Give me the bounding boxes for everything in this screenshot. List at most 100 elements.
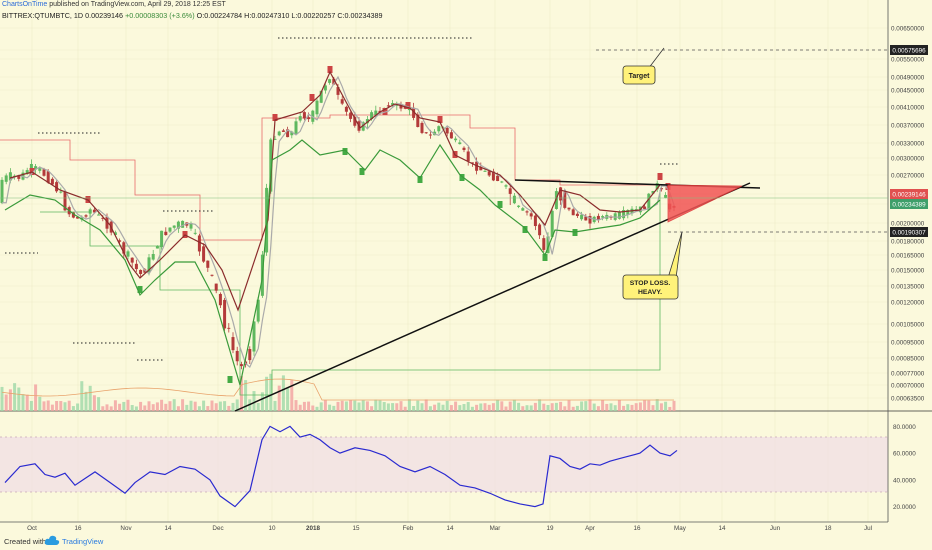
time-tick-label: 16 xyxy=(74,525,82,532)
symbol-label[interactable]: BITTREX:QTUMBTC, 1D xyxy=(2,11,84,20)
candle-body xyxy=(445,128,449,134)
volume-bar xyxy=(307,401,311,411)
candle-body xyxy=(97,214,101,216)
rsi-axis[interactable]: 80.0000 60.0000 40.0000 20.0000 xyxy=(893,424,916,511)
volume-bar xyxy=(63,402,67,411)
rsi-tick-label: 80.0000 xyxy=(893,424,916,431)
candle-body xyxy=(76,216,80,219)
volume-bar xyxy=(462,404,466,411)
candle-body xyxy=(151,253,155,260)
volume-bar xyxy=(638,402,642,411)
candle-body xyxy=(521,208,525,211)
candle-body xyxy=(88,209,92,214)
price-tick-label: 0.00180000 xyxy=(891,239,925,246)
volume-bar xyxy=(575,405,579,411)
volume-bar xyxy=(244,380,248,411)
candle-body xyxy=(416,114,420,128)
volume-bar xyxy=(319,402,323,411)
time-tick-label: Jun xyxy=(770,525,781,532)
volume-bar xyxy=(559,401,563,411)
volume-bar xyxy=(105,404,109,411)
volume-bar xyxy=(563,406,567,411)
volume-bar xyxy=(223,401,227,411)
volume-bar xyxy=(584,401,588,411)
price-tick-label: 0.00550000 xyxy=(891,57,925,64)
target-callout[interactable]: Target xyxy=(622,47,665,85)
price-tick-label: 0.00085000 xyxy=(891,356,925,363)
volume-bar xyxy=(269,373,273,411)
volume-bar xyxy=(428,406,432,411)
volume-bar xyxy=(126,399,130,411)
stop-loss-label-2: HEAVY. xyxy=(638,289,662,296)
price-tick-label: 0.00063500 xyxy=(891,396,925,403)
time-tick-label: Dec xyxy=(212,525,223,532)
candle-body xyxy=(470,162,474,164)
stop-loss-callout[interactable]: STOP LOSS. HEAVY. xyxy=(622,231,683,300)
volume-bar xyxy=(290,380,294,411)
volume-bar xyxy=(336,401,340,411)
lower-channel-line xyxy=(40,190,661,396)
candle-body xyxy=(449,132,453,139)
price-tick-label: 0.00105000 xyxy=(891,322,925,329)
volume-bar xyxy=(29,400,33,411)
candle-body xyxy=(533,215,537,227)
candle-body xyxy=(584,216,588,221)
author-link[interactable]: ChartsOnTime xyxy=(2,1,48,8)
candle-body xyxy=(319,90,323,103)
candle-body xyxy=(294,121,298,134)
volume-bar xyxy=(118,403,122,411)
candle-body xyxy=(550,210,554,237)
swing-high-line xyxy=(9,70,661,312)
volume-bar xyxy=(46,400,50,411)
price-tick-label: 0.00120000 xyxy=(891,300,925,307)
volume-bar xyxy=(441,404,445,411)
candle-body xyxy=(34,166,38,170)
volume-bar xyxy=(189,400,193,411)
tradingview-link[interactable]: TradingView xyxy=(62,537,104,546)
created-with-text: Created with xyxy=(4,537,47,546)
candle-body xyxy=(235,350,239,362)
volume-bar xyxy=(542,403,546,411)
candle-body xyxy=(113,232,117,235)
svg-text:0.00234389: 0.00234389 xyxy=(892,202,926,209)
volume-bar xyxy=(504,406,508,411)
volume-bar xyxy=(622,405,626,411)
rsi-band xyxy=(0,437,888,492)
price-axis[interactable]: 0.006500000.005900000.005500000.00490000… xyxy=(891,26,925,403)
volume-bar xyxy=(416,400,420,411)
time-tick-label: Feb xyxy=(403,525,414,532)
candle-body xyxy=(160,230,164,248)
candle-body xyxy=(554,191,558,209)
time-axis[interactable]: Oct 16 Nov 14 Dec 10 2018 15 Feb 14 Mar 19 Apr 16 May 1… xyxy=(27,525,872,532)
volume-bar xyxy=(101,406,105,411)
volume-bar xyxy=(403,406,407,411)
candle-body xyxy=(17,175,21,179)
candle-body xyxy=(248,349,252,361)
volume-bar xyxy=(227,405,231,411)
volume-bar xyxy=(139,401,143,411)
candle-body xyxy=(197,235,201,252)
stop-loss-label-1: STOP LOSS. xyxy=(630,280,671,287)
volume-bar xyxy=(134,406,138,411)
volume-bar xyxy=(626,404,630,411)
volume-bar xyxy=(172,399,176,411)
candle-body xyxy=(139,269,143,274)
candle-body xyxy=(298,116,302,121)
candle-body xyxy=(307,117,311,120)
signal-marker xyxy=(327,66,333,73)
price-tick-label: 0.00410000 xyxy=(891,105,925,112)
volume-bar xyxy=(231,402,235,411)
time-tick-label: 14 xyxy=(164,525,172,532)
rsi-tick-label: 20.0000 xyxy=(893,504,916,511)
volume-bar xyxy=(386,403,390,411)
volume-bar xyxy=(252,391,256,411)
candle-body xyxy=(458,142,462,145)
volume-bar xyxy=(311,405,315,411)
volume-bar xyxy=(315,406,319,411)
volume-bar xyxy=(122,401,126,411)
volume-bar xyxy=(517,402,521,411)
volume-bar xyxy=(202,400,206,411)
upper-channel-line xyxy=(0,114,660,241)
candle-body xyxy=(466,151,470,162)
